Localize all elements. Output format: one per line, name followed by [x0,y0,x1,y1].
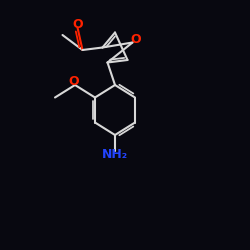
Text: O: O [72,18,83,31]
Text: O: O [130,33,141,46]
Text: O: O [68,75,79,88]
Text: NH₂: NH₂ [102,148,128,162]
